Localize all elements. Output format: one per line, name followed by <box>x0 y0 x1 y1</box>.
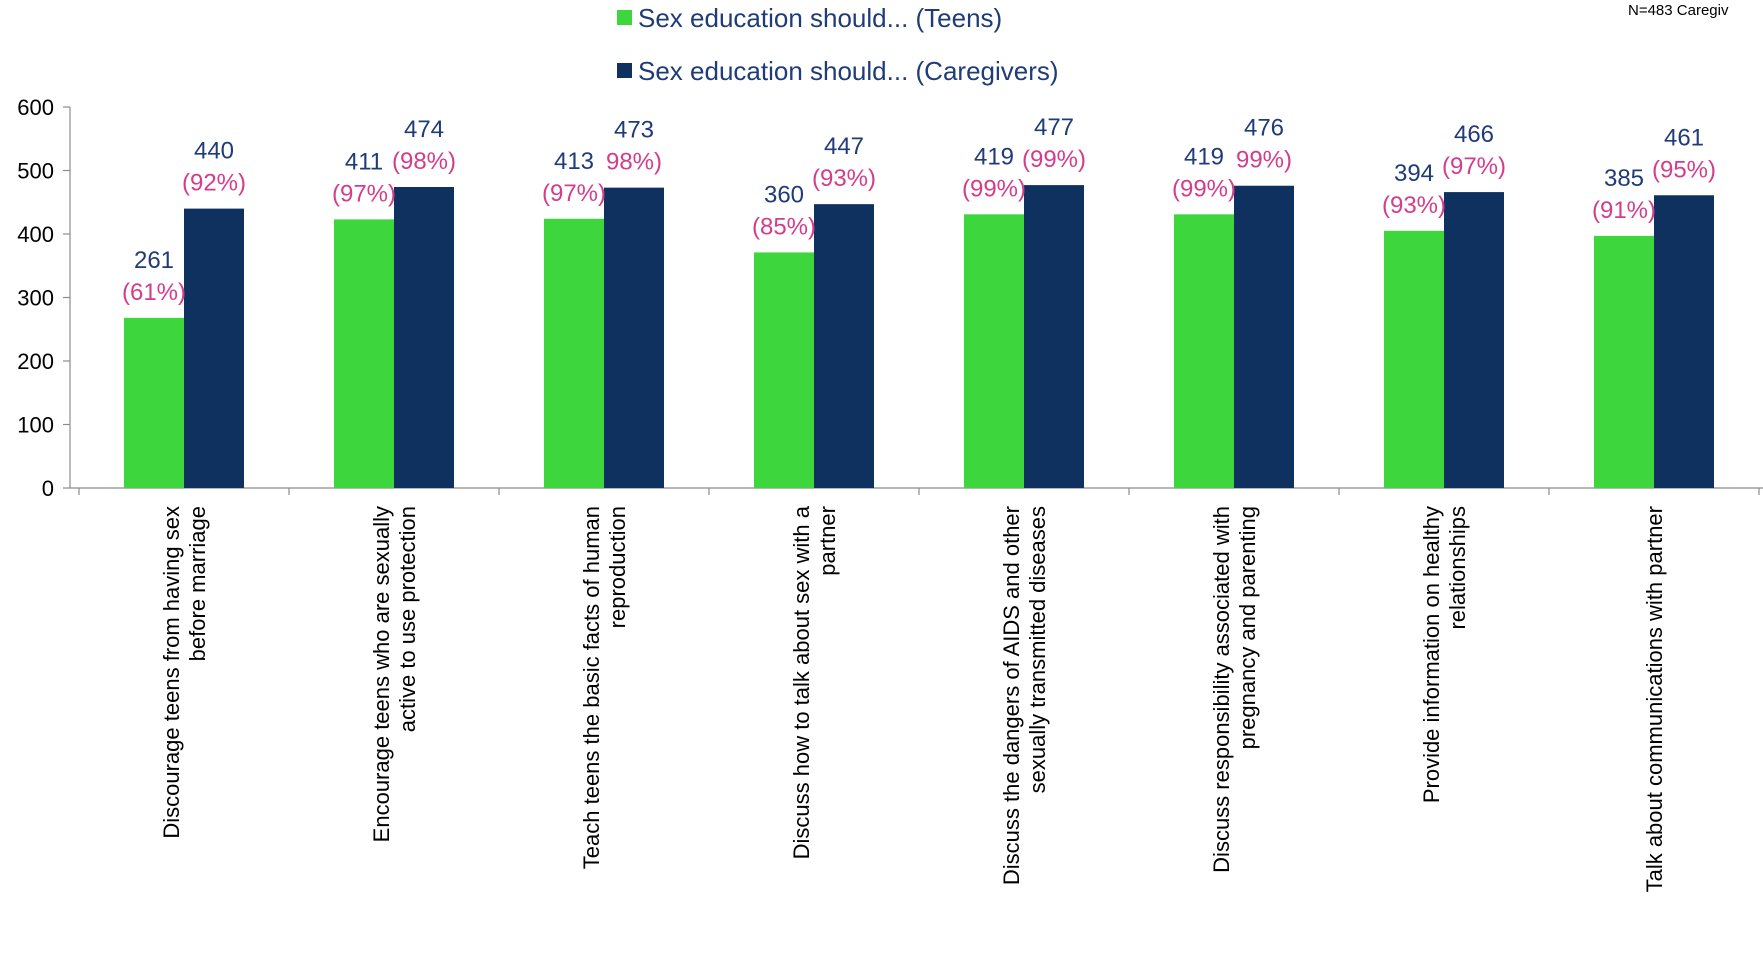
category-label-line: pregnancy and parenting <box>1235 506 1260 749</box>
category-label-line: Discuss responsibility associated with <box>1209 506 1234 873</box>
value-label: 474 <box>404 116 444 143</box>
bar-caregivers <box>1654 195 1714 488</box>
percent-label: (99%) <box>1172 175 1236 202</box>
category-label: Encourage teens who are sexually active t… <box>369 506 420 842</box>
bar-caregivers <box>394 187 454 488</box>
bar-teens <box>124 317 184 488</box>
category-label-line: before marriage <box>185 506 210 661</box>
percent-label: (93%) <box>812 165 876 192</box>
category-label-line: Provide information on healthy <box>1419 506 1444 803</box>
value-label: 413 <box>554 148 594 175</box>
bar-caregivers <box>1024 185 1084 489</box>
bar-teens <box>1594 235 1654 488</box>
bar-teens <box>1384 230 1444 488</box>
category-label-line: sexually transmitted diseases <box>1025 506 1050 793</box>
value-label: 447 <box>824 133 864 160</box>
percent-label: 98%) <box>606 149 662 176</box>
y-tick-label: 600 <box>17 95 54 120</box>
category-label: Discuss how to talk about sex with a part… <box>789 505 840 859</box>
percent-label: (97%) <box>542 180 606 207</box>
value-label: 440 <box>194 138 234 165</box>
category-label: Provide information on healthy relationsh… <box>1419 506 1470 803</box>
value-label: 466 <box>1454 121 1494 148</box>
category-label-line: partner <box>815 506 840 576</box>
percent-label: (97%) <box>1442 153 1506 180</box>
legend-label-teens: Sex education should... (Teens) <box>638 3 1002 33</box>
value-label: 419 <box>974 143 1014 170</box>
value-label: 476 <box>1244 115 1284 142</box>
y-tick-label: 0 <box>42 476 54 501</box>
category-label: Teach teens the basic facts of human repr… <box>579 506 630 869</box>
y-tick-label: 200 <box>17 349 54 374</box>
legend-swatch-caregivers <box>617 63 632 78</box>
percent-label: (98%) <box>392 148 456 175</box>
category-label-line: Talk about communications with partner <box>1642 506 1667 892</box>
sample-size-note: N=483 Caregiv <box>1628 2 1729 19</box>
bar-teens <box>754 252 814 488</box>
bar-teens <box>964 214 1024 488</box>
category-label-line: reproduction <box>605 506 630 628</box>
category-label: Discourage teens from having sex before m… <box>159 506 210 839</box>
value-label: 419 <box>1184 143 1224 170</box>
percent-label: (85%) <box>752 213 816 240</box>
legend-label-caregivers: Sex education should... (Caregivers) <box>638 56 1059 86</box>
category-label-line: Discourage teens from having sex <box>159 506 184 839</box>
value-label: 461 <box>1664 124 1704 151</box>
value-label: 360 <box>764 181 804 208</box>
category-label: Talk about communications with partner <box>1642 506 1667 892</box>
data-labels: (61%) 261 (97%) 411 (97%) 413 (85%) 360 (99%) 419… <box>122 114 1716 306</box>
bar-caregivers <box>1444 192 1504 488</box>
bar-caregivers <box>184 208 244 488</box>
percent-label: (99%) <box>962 175 1026 202</box>
percent-label: (61%) <box>122 279 186 306</box>
percent-label: (99%) <box>1022 146 1086 173</box>
category-label: Discuss the dangers of AIDS and other sex… <box>999 506 1050 885</box>
bar-teens <box>1174 214 1234 488</box>
value-label: 477 <box>1034 114 1074 141</box>
category-label-line: relationships <box>1445 506 1470 630</box>
legend-swatch-teens <box>617 10 632 25</box>
bar-caregivers <box>604 187 664 488</box>
category-label: Discuss responsibility associated with pr… <box>1209 506 1260 873</box>
category-labels: Discourage teens from having sex before m… <box>159 505 1667 892</box>
percent-label: (95%) <box>1652 156 1716 183</box>
y-tick-label: 300 <box>17 286 54 311</box>
category-label-line: Discuss the dangers of AIDS and other <box>999 506 1024 885</box>
category-label-line: active to use protection <box>395 506 420 732</box>
bar-teens <box>544 218 604 488</box>
percent-label: 99%) <box>1236 147 1292 174</box>
axes: 0 100 200 300 400 500 600 <box>17 95 1763 501</box>
category-label-line: Encourage teens who are sexually <box>369 506 394 842</box>
bars <box>124 185 1714 489</box>
bar-teens <box>334 219 394 488</box>
y-tick-label: 500 <box>17 159 54 184</box>
bar-caregivers <box>814 204 874 488</box>
value-label: 411 <box>345 148 383 175</box>
category-label-line: Discuss how to talk about sex with a <box>789 505 814 859</box>
percent-label: (91%) <box>1592 197 1656 224</box>
bar-caregivers <box>1234 185 1294 489</box>
y-tick-label: 400 <box>17 222 54 247</box>
value-label: 473 <box>614 117 654 144</box>
percent-label: (93%) <box>1382 192 1446 219</box>
y-tick-label: 100 <box>17 413 54 438</box>
percent-label: (97%) <box>332 180 396 207</box>
value-label: 261 <box>134 247 174 274</box>
value-label: 385 <box>1604 165 1644 192</box>
category-label-line: Teach teens the basic facts of human <box>579 506 604 869</box>
legend: Sex education should... (Teens) Sex educa… <box>617 3 1059 86</box>
percent-label: (92%) <box>182 170 246 197</box>
value-label: 394 <box>1394 160 1434 187</box>
